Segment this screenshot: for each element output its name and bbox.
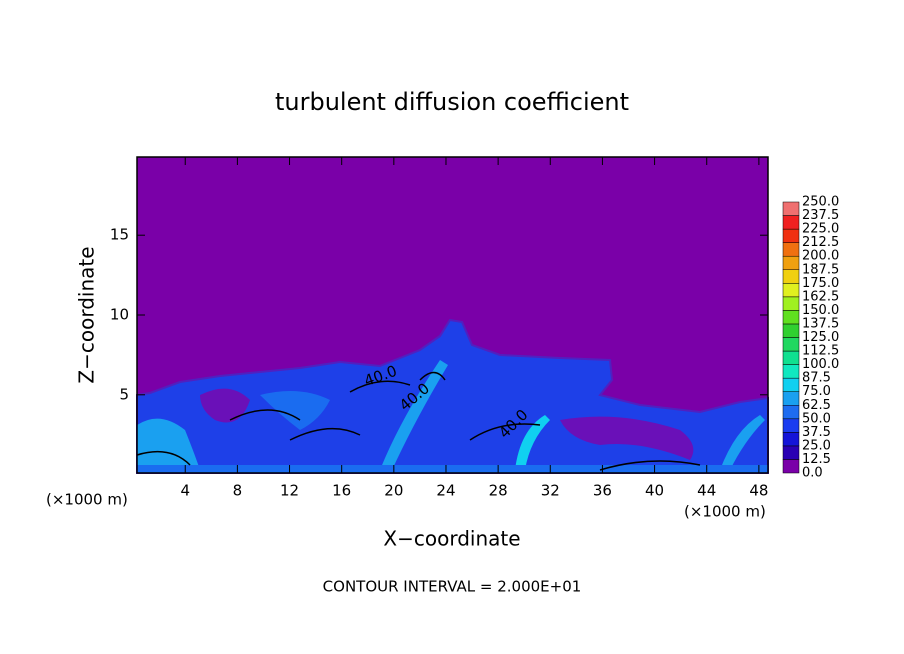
x-tick-label: 40 (645, 482, 664, 500)
colorbar-label: 87.5 (802, 371, 831, 386)
colorbar-swatch (782, 323, 800, 338)
colorbar-label: 125.0 (802, 330, 839, 345)
colorbar-label: 225.0 (802, 222, 839, 237)
field-region (137, 465, 768, 473)
colorbar-label: 162.5 (802, 289, 839, 304)
x-tick-label: 32 (541, 482, 560, 500)
colorbar-label: 0.0 (802, 466, 823, 481)
field (136, 157, 769, 474)
colorbar-label: 250.0 (802, 195, 839, 210)
x-tick-label: 8 (233, 482, 243, 500)
field-region (720, 415, 765, 470)
colorbar-label: 237.5 (802, 208, 839, 223)
x-tick-label: 4 (180, 482, 190, 500)
colorbar-swatch (782, 337, 800, 352)
colorbar-swatch (782, 364, 800, 379)
x-tick-label: 12 (280, 482, 299, 500)
colorbar-label: 12.5 (802, 452, 831, 467)
footnote: CONTOUR INTERVAL = 2.000E+01 (323, 578, 582, 596)
colorbar-swatch (782, 255, 800, 271)
y-axis-label: Z−coordinate (75, 246, 99, 383)
contour-line (289, 380, 701, 471)
colorbar-swatch (782, 391, 800, 406)
colorbar-label: 100.0 (802, 357, 839, 372)
colorbar-swatch (782, 215, 800, 230)
colorbar-label: 212.5 (802, 235, 839, 250)
y-unit-label: (×1000 m) (46, 491, 128, 509)
y-tick-label: 15 (110, 226, 129, 244)
colorbar-swatch (782, 432, 800, 447)
colorbar-label: 150.0 (802, 303, 839, 318)
colorbar-swatch (782, 296, 800, 311)
colorbar-swatch (782, 418, 800, 433)
field-region (560, 416, 694, 460)
colorbar-label: 37.5 (802, 425, 831, 440)
colorbar-label: 50.0 (802, 411, 831, 426)
x-tick-label: 20 (384, 482, 403, 500)
colorbar-label: 200.0 (802, 249, 839, 264)
colorbar-swatch (782, 269, 800, 284)
x-tick-label: 24 (436, 482, 455, 500)
y-tick-label: 10 (110, 306, 129, 324)
colorbar-swatch (782, 201, 800, 216)
colorbar-swatch (782, 377, 800, 392)
x-tick-label: 48 (749, 482, 768, 500)
colorbar-swatch (782, 350, 800, 365)
colorbar-label: 112.5 (802, 344, 839, 359)
colorbar-swatch (782, 459, 800, 474)
colorbar-swatch (782, 228, 800, 243)
colorbar-label: 175.0 (802, 276, 839, 291)
field-region (515, 415, 550, 470)
field-region (260, 391, 330, 430)
x-tick-label: 28 (489, 482, 508, 500)
colorbar-swatch (782, 445, 800, 460)
x-axis-label: X−coordinate (383, 527, 520, 551)
x-tick-label: 16 (332, 482, 351, 500)
colorbar-label: 187.5 (802, 262, 839, 277)
field-region (200, 388, 250, 423)
x-tick-label: 44 (697, 482, 716, 500)
colorbar-swatch (782, 242, 800, 257)
colorbar-label: 25.0 (802, 438, 831, 453)
field-region (380, 360, 448, 470)
colorbar-label: 75.0 (802, 384, 831, 399)
y-tick-label: 5 (119, 385, 129, 403)
colorbar-swatch (782, 283, 800, 298)
chart-title: turbulent diffusion coefficient (275, 88, 629, 116)
colorbar-label: 137.5 (802, 316, 839, 331)
colorbar-swatch (782, 310, 800, 325)
x-tick-label: 36 (593, 482, 612, 500)
colorbar-swatch (782, 405, 800, 420)
x-unit-label: (×1000 m) (684, 503, 766, 521)
colorbar-label: 62.5 (802, 398, 831, 413)
contour-line (136, 371, 446, 466)
